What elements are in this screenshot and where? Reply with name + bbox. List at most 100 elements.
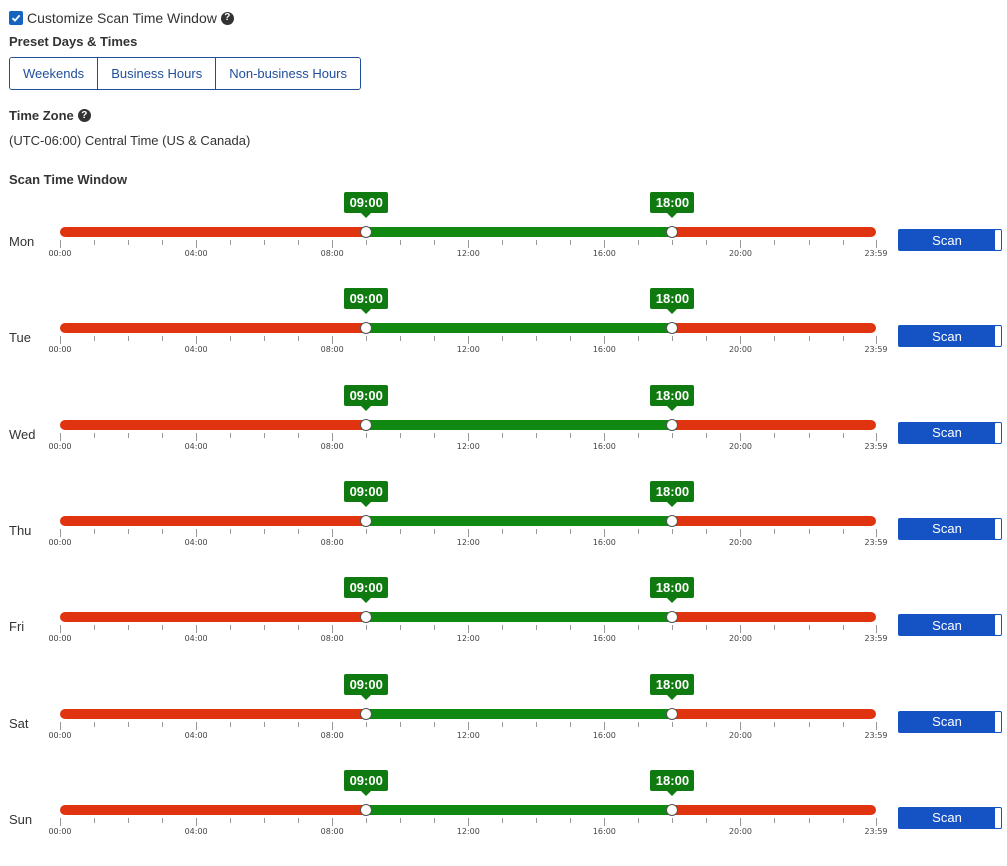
- slider-tick-label: 08:00: [320, 441, 344, 451]
- slider-tick: [434, 721, 436, 727]
- scan-toggle[interactable]: Scan: [898, 710, 1002, 733]
- slider-handle-end[interactable]: [666, 514, 679, 527]
- scan-toggle[interactable]: Scan: [898, 421, 1002, 444]
- slider-tick: [536, 336, 538, 342]
- slider-tick: [570, 528, 572, 534]
- slider-handle-start[interactable]: [360, 803, 373, 816]
- slider-tick: [298, 721, 300, 727]
- slider-tick: [706, 817, 708, 823]
- slider-tick: [128, 625, 130, 631]
- scan-toggle[interactable]: Scan: [898, 806, 1002, 829]
- slider-tick: [740, 528, 742, 537]
- slider-tick: [298, 240, 300, 245]
- slider-tick: [638, 528, 640, 534]
- scan-toggle-label: Scan: [932, 425, 962, 441]
- question-circle-icon[interactable]: ?: [220, 11, 234, 25]
- preset-weekends-button[interactable]: Weekends: [10, 58, 98, 89]
- slider-handle-start[interactable]: [360, 226, 373, 238]
- timezone-title-row: Time Zone ?: [9, 108, 91, 123]
- slider-tick: [536, 528, 538, 534]
- slider-tick: [842, 625, 844, 631]
- scan-toggle-label: Scan: [932, 617, 962, 633]
- day-label: Thu: [9, 522, 32, 538]
- slider-handle-start[interactable]: [360, 514, 373, 527]
- slider-tick: [706, 240, 708, 245]
- slider-tick: [740, 336, 742, 345]
- scan-toggle[interactable]: Scan: [898, 229, 1002, 251]
- slider-handle-start[interactable]: [360, 707, 373, 720]
- slider-tick: [128, 240, 130, 245]
- slider-tick: [502, 432, 504, 438]
- preset-non-business-hours-button[interactable]: Non-business Hours: [215, 58, 361, 89]
- slider-tick: [672, 528, 674, 534]
- slider-handle-start[interactable]: [360, 322, 373, 335]
- slider-tick-label: 16:00: [592, 345, 616, 355]
- slider-tick: [196, 528, 198, 537]
- slider-tick: [94, 336, 96, 342]
- slider-tick: [400, 240, 402, 245]
- slider-tick: [400, 432, 402, 438]
- time-badge-end: 18:00: [650, 480, 695, 507]
- slider-tick: [60, 817, 61, 826]
- preset-business-hours-button[interactable]: Business Hours: [97, 58, 216, 89]
- slider-tick: [808, 528, 810, 534]
- slider-tick: [196, 721, 198, 730]
- slider-handle-end[interactable]: [666, 707, 679, 720]
- toggle-knob: [995, 230, 1001, 250]
- slider-tick: [468, 528, 470, 537]
- time-badge-end: 18:00: [650, 577, 695, 604]
- time-badge-start: 09:00: [344, 673, 389, 700]
- slider-tick: [128, 432, 130, 438]
- slider-handle-end[interactable]: [666, 803, 679, 816]
- slider-tick: [842, 721, 844, 727]
- slider-tick: [162, 721, 164, 727]
- slider-tick: [60, 432, 61, 441]
- scan-toggle[interactable]: Scan: [898, 517, 1002, 540]
- slider-tick-label: 20:00: [728, 441, 752, 451]
- slider-tick-label: 23:59: [864, 537, 888, 547]
- day-label: Tue: [9, 330, 31, 346]
- slider-tick: [264, 432, 266, 438]
- day-row-fri: Fri 00:00 04:00 08:00 12:00 16:00 20:00 23:59 09…: [0, 577, 1007, 673]
- slider-tick: [162, 817, 164, 823]
- slider-tick: [604, 528, 606, 537]
- slider-tick-label: 00:00: [48, 249, 72, 258]
- slider-tick: [162, 625, 164, 631]
- slider-tick: [366, 432, 368, 438]
- slider-tick: [400, 817, 402, 823]
- slider-tick: [332, 528, 334, 537]
- scan-toggle[interactable]: Scan: [898, 325, 1002, 348]
- slider-handle-end[interactable]: [666, 226, 679, 238]
- slider-tick: [876, 432, 877, 441]
- toggle-knob: [995, 518, 1001, 539]
- slider-handle-start[interactable]: [360, 611, 373, 624]
- slider-handle-end[interactable]: [666, 322, 679, 335]
- slider-tick: [366, 721, 368, 727]
- slider-handle-end[interactable]: [666, 418, 679, 431]
- slider-tick: [706, 336, 708, 342]
- slider-tick: [196, 336, 198, 345]
- scan-toggle-label: Scan: [932, 810, 962, 826]
- slider-tick: [264, 240, 266, 245]
- day-row-tue: Tue 00:00 04:00 08:00 12:00 16:00 20:00 23:59 09…: [0, 288, 1007, 384]
- slider-tick: [332, 721, 334, 730]
- time-badge-start: 09:00: [344, 769, 389, 796]
- customize-scan-window-row[interactable]: Customize Scan Time Window ?: [9, 8, 234, 28]
- slider-handle-start[interactable]: [360, 418, 373, 431]
- slider-tick: [570, 817, 572, 823]
- slider-tick: [570, 625, 572, 631]
- slider-tick: [774, 528, 776, 534]
- question-circle-icon[interactable]: ?: [77, 109, 91, 122]
- slider-tick: [842, 432, 844, 438]
- customize-checkbox[interactable]: [9, 11, 23, 25]
- time-slider-active-range: [366, 612, 673, 623]
- time-badge-start: 09:00: [344, 577, 389, 604]
- day-label: Mon: [9, 234, 35, 249]
- slider-tick: [298, 625, 300, 631]
- slider-tick: [162, 336, 164, 342]
- customize-label: Customize Scan Time Window: [27, 10, 217, 26]
- slider-tick: [60, 721, 61, 730]
- slider-tick: [94, 817, 96, 823]
- slider-handle-end[interactable]: [666, 611, 679, 624]
- scan-toggle[interactable]: Scan: [898, 614, 1002, 637]
